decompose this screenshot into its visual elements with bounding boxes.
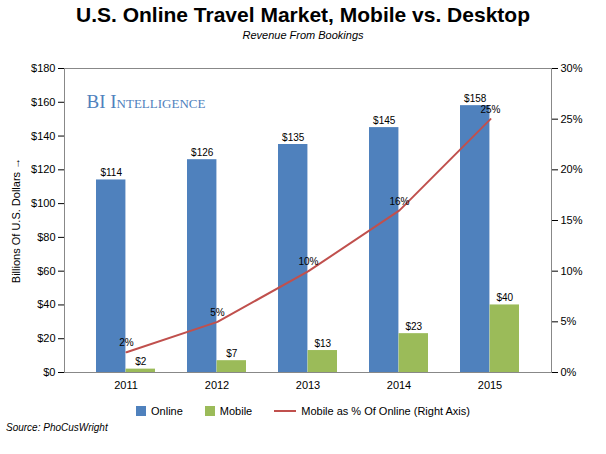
svg-text:$60: $60 <box>37 265 55 277</box>
svg-text:5%: 5% <box>210 307 225 318</box>
svg-text:20%: 20% <box>561 163 583 175</box>
svg-text:$100: $100 <box>31 197 55 209</box>
svg-text:2014: 2014 <box>387 379 411 391</box>
svg-text:$13: $13 <box>314 338 331 349</box>
svg-text:$20: $20 <box>37 332 55 344</box>
svg-text:10%: 10% <box>298 256 318 267</box>
svg-text:10%: 10% <box>561 265 583 277</box>
svg-text:15%: 15% <box>561 214 583 226</box>
svg-text:5%: 5% <box>561 315 577 327</box>
svg-text:$40: $40 <box>37 298 55 310</box>
html-text:Source: PhoCusWright: Source: PhoCusWright <box>6 422 108 433</box>
svg-text:$160: $160 <box>31 96 55 108</box>
svg-text:$0: $0 <box>43 366 55 378</box>
svg-text:2013: 2013 <box>296 379 320 391</box>
svg-text:$23: $23 <box>405 321 422 332</box>
svg-text:BI Intelligence: BI Intelligence <box>87 91 206 112</box>
svg-text:2%: 2% <box>119 337 134 348</box>
html-text:Online: Online <box>151 405 183 417</box>
svg-text:16%: 16% <box>389 196 409 207</box>
svg-text:$114: $114 <box>100 167 122 178</box>
html-text:Revenue From Bookings: Revenue From Bookings <box>242 29 364 41</box>
html-text:Mobile as % Of Online (Right A: Mobile as % Of Online (Right Axis) <box>301 405 470 417</box>
svg-text:$158: $158 <box>464 93 487 104</box>
svg-text:$126: $126 <box>191 147 214 158</box>
svg-text:$135: $135 <box>282 132 305 143</box>
svg-text:30%: 30% <box>561 62 583 74</box>
svg-text:$40: $40 <box>496 292 513 303</box>
svg-text:0%: 0% <box>561 366 577 378</box>
svg-text:2015: 2015 <box>478 379 502 391</box>
svg-text:Billions Of U.S. Dollars →: Billions Of U.S. Dollars → <box>10 158 22 283</box>
svg-text:25%: 25% <box>480 104 500 115</box>
html-text:Mobile: Mobile <box>219 405 253 417</box>
html-text:U.S. Online Travel Market, Mob: U.S. Online Travel Market, Mobile vs. De… <box>76 3 530 26</box>
svg-text:$2: $2 <box>135 356 147 367</box>
svg-text:$120: $120 <box>31 163 55 175</box>
svg-text:$145: $145 <box>373 115 396 126</box>
svg-text:2012: 2012 <box>205 379 229 391</box>
svg-text:$180: $180 <box>31 62 55 74</box>
svg-text:2011: 2011 <box>114 379 138 391</box>
svg-text:$80: $80 <box>37 231 55 243</box>
svg-text:$140: $140 <box>31 130 55 142</box>
svg-text:25%: 25% <box>561 113 583 125</box>
svg-text:$7: $7 <box>226 348 238 359</box>
